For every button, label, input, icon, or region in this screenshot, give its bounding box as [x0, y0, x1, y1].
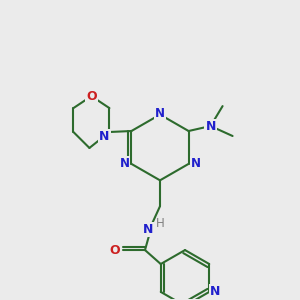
Text: N: N [155, 107, 165, 120]
Text: N: N [99, 130, 110, 143]
Text: O: O [110, 244, 120, 256]
Text: N: N [190, 158, 201, 170]
Text: O: O [86, 90, 97, 103]
Text: N: N [119, 158, 129, 170]
Text: N: N [206, 119, 216, 133]
Text: H: H [156, 217, 164, 230]
Text: N: N [210, 285, 220, 298]
Text: N: N [143, 223, 153, 236]
